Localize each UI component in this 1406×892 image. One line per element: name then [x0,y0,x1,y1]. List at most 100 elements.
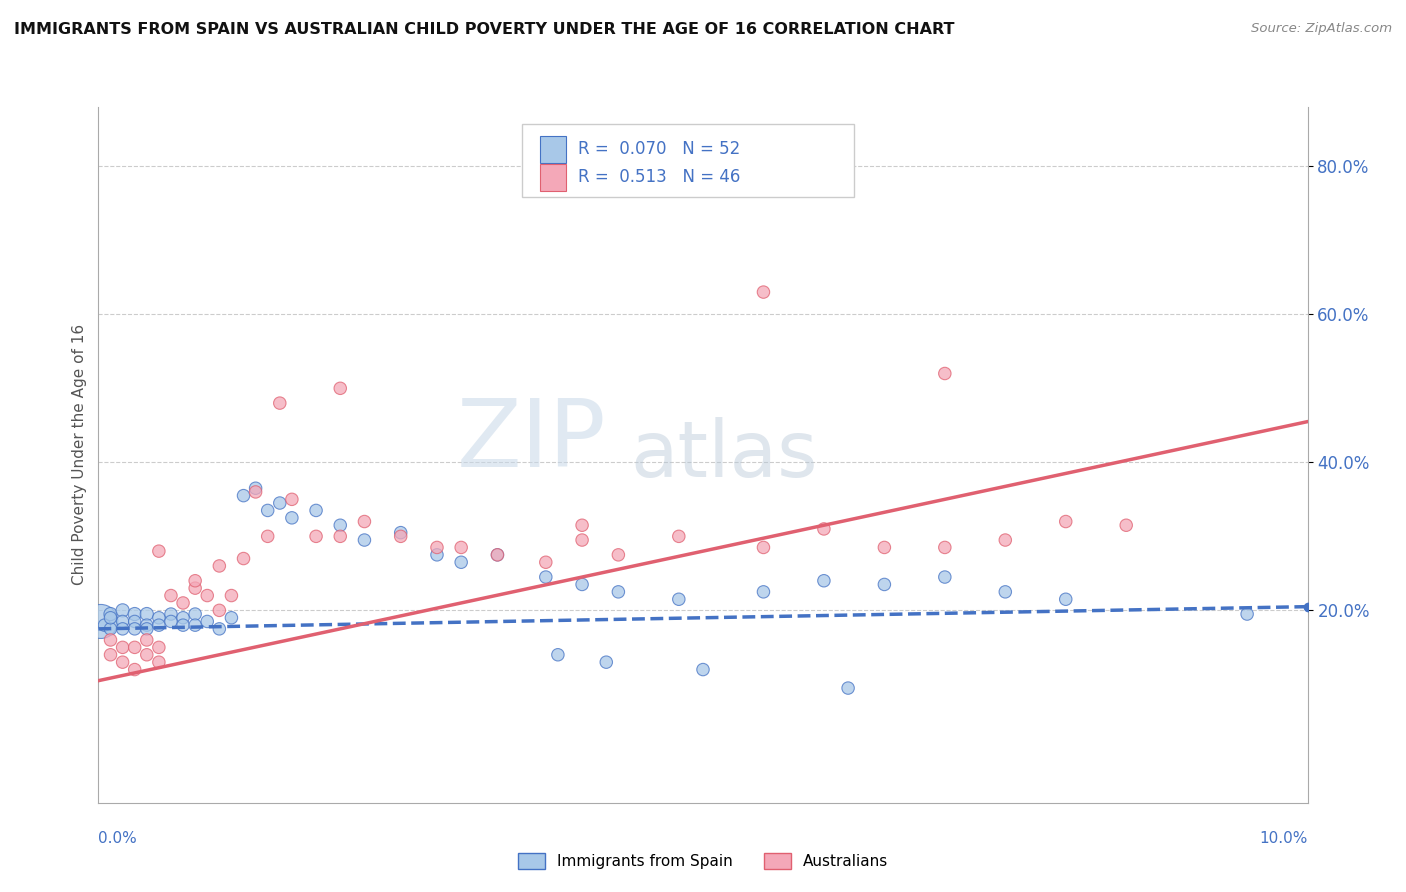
Point [124,640,146,655]
Point [1054,515,1077,529]
Point [160,607,183,621]
Point [873,577,896,591]
Point [534,570,557,584]
Point [329,529,352,543]
Point [148,655,170,669]
Point [232,551,254,566]
Text: R =  0.513   N = 46: R = 0.513 N = 46 [578,169,741,186]
FancyBboxPatch shape [540,164,567,191]
Point [813,522,835,536]
Point [100,648,122,662]
Point [208,603,231,617]
Point [208,558,231,573]
Point [1115,518,1137,533]
Point [111,615,134,629]
Point [195,589,218,603]
Text: Source: ZipAtlas.com: Source: ZipAtlas.com [1251,22,1392,36]
Point [172,611,194,625]
Text: ZIP: ZIP [457,395,606,487]
Point [269,396,291,410]
Point [124,663,146,677]
Point [184,574,207,588]
Point [752,541,775,555]
Text: 10.0%: 10.0% [1260,831,1308,846]
FancyBboxPatch shape [522,124,855,197]
Point [305,529,328,543]
Point [160,615,183,629]
Point [607,548,630,562]
Point [184,618,207,632]
Point [135,632,157,647]
Point [195,615,218,629]
Point [873,541,896,555]
Point [172,596,194,610]
Point [994,585,1017,599]
Point [100,622,122,636]
Point [135,648,157,662]
Point [994,533,1017,547]
Point [221,589,243,603]
Point [281,511,304,525]
Point [148,544,170,558]
Point [208,622,231,636]
Point [934,570,956,584]
Point [160,589,183,603]
Point [135,618,157,632]
Point [269,496,291,510]
Point [100,611,122,625]
Point [353,533,375,547]
Point [111,640,134,655]
Point [353,515,375,529]
Point [534,555,557,569]
Point [595,655,617,669]
Point [245,484,267,499]
Point [426,548,449,562]
Point [934,367,956,381]
Point [232,489,254,503]
Point [752,585,775,599]
Point [281,492,304,507]
Point [135,622,157,636]
Point [124,622,146,636]
Point [486,548,509,562]
Point [571,518,593,533]
Point [148,618,170,632]
Point [1054,592,1077,607]
Point [934,541,956,555]
Point [124,607,146,621]
Point [668,592,690,607]
Text: 0.0%: 0.0% [98,831,138,846]
Point [111,603,134,617]
Point [256,529,278,543]
Point [426,541,449,555]
Point [668,529,690,543]
Point [486,548,509,562]
Point [607,585,630,599]
Point [256,503,278,517]
Point [389,525,412,540]
Point [100,607,122,621]
Y-axis label: Child Poverty Under the Age of 16: Child Poverty Under the Age of 16 [72,325,87,585]
Point [245,481,267,495]
Point [111,622,134,636]
Point [692,663,714,677]
Point [184,607,207,621]
Point [450,541,472,555]
Point [148,640,170,655]
Point [100,632,122,647]
Point [184,581,207,595]
Text: atlas: atlas [630,417,818,493]
Point [450,555,472,569]
Legend: Immigrants from Spain, Australians: Immigrants from Spain, Australians [512,847,894,875]
Point [837,681,859,695]
Point [172,618,194,632]
Point [571,577,593,591]
Point [305,503,328,517]
Point [329,518,352,533]
Point [547,648,569,662]
Text: IMMIGRANTS FROM SPAIN VS AUSTRALIAN CHILD POVERTY UNDER THE AGE OF 16 CORRELATIO: IMMIGRANTS FROM SPAIN VS AUSTRALIAN CHIL… [14,22,955,37]
Point [571,533,593,547]
Point [148,611,170,625]
Point [111,655,134,669]
Point [329,381,352,395]
